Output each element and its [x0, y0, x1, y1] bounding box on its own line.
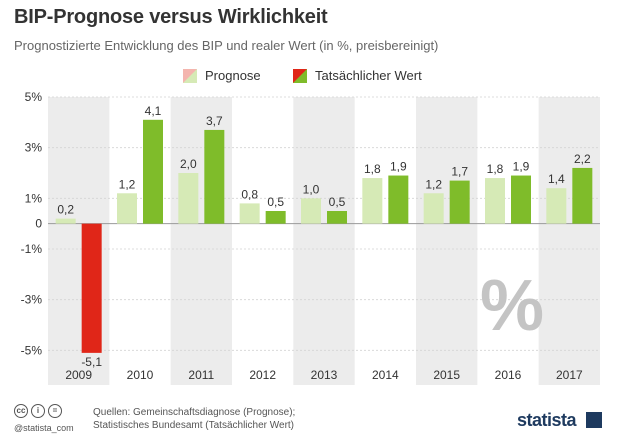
license-icons: cc i = — [14, 404, 62, 418]
footer: cc i = @statista_com Quellen: Gemeinscha… — [0, 398, 619, 441]
bar-actual — [204, 129, 225, 224]
brand-logo-icon — [586, 412, 602, 428]
legend-label-actual: Tatsächlicher Wert — [315, 68, 422, 83]
y-tick-label: 5% — [25, 90, 43, 104]
value-label-actual: 3,7 — [206, 114, 223, 128]
watermark-percent-icon: % — [480, 266, 544, 346]
legend-item-actual: Tatsächlicher Wert — [293, 68, 422, 83]
bar-actual — [572, 167, 593, 224]
bar-actual — [511, 175, 531, 224]
bar-forecast — [546, 188, 567, 224]
sources: Quellen: Gemeinschaftsdiagnose (Prognose… — [93, 406, 295, 432]
y-tick-label: 0 — [35, 217, 42, 231]
y-tick-label: 1% — [25, 191, 43, 205]
value-label-forecast: 0,2 — [57, 203, 74, 217]
legend-label-forecast: Prognose — [205, 68, 261, 83]
bar-forecast — [239, 203, 260, 224]
bar-forecast — [423, 193, 444, 224]
value-label-forecast: 1,4 — [548, 172, 565, 186]
bar-actual — [143, 119, 163, 224]
column-stripe — [538, 97, 600, 385]
value-label-forecast: 1,8 — [487, 162, 504, 176]
column-stripe — [293, 97, 355, 385]
bar-actual — [449, 180, 470, 224]
bar-forecast — [55, 218, 76, 224]
sources-line-1: Quellen: Gemeinschaftsdiagnose (Prognose… — [93, 407, 296, 418]
y-tick-label: -1% — [21, 242, 43, 256]
cc-icon: cc — [14, 404, 28, 418]
value-label-actual: 1,7 — [451, 165, 468, 179]
value-label-forecast: 1,2 — [119, 177, 136, 191]
x-tick-label: 2014 — [372, 368, 399, 382]
legend-swatch-forecast — [183, 68, 197, 83]
column-stripe — [416, 97, 478, 385]
chart-legend: Prognose Tatsächlicher Wert — [0, 68, 619, 88]
bar-actual — [327, 211, 347, 224]
bar-actual — [265, 211, 286, 224]
value-label-actual: -5,1 — [81, 355, 102, 369]
y-tick-label: 3% — [25, 141, 43, 155]
x-tick-label: 2017 — [556, 368, 583, 382]
bar-actual — [81, 223, 102, 353]
value-label-actual: 1,9 — [390, 160, 407, 174]
value-label-forecast: 0,8 — [241, 187, 258, 201]
value-label-actual: 4,1 — [145, 104, 162, 118]
credit-handle[interactable]: @statista_com — [14, 423, 74, 433]
bar-actual — [388, 175, 409, 224]
value-label-actual: 2,2 — [574, 152, 591, 166]
x-tick-label: 2013 — [311, 368, 338, 382]
bar-forecast — [362, 178, 383, 224]
chart-title: BIP-Prognose versus Wirklichkeit — [14, 6, 328, 28]
bar-forecast — [485, 178, 505, 224]
legend-swatch-actual — [293, 68, 307, 83]
chart-subtitle: Prognostizierte Entwicklung des BIP und … — [14, 38, 439, 53]
y-tick-label: -5% — [21, 343, 43, 357]
value-label-forecast: 1,8 — [364, 162, 381, 176]
attribution-icon: i — [31, 404, 45, 418]
no-derivatives-icon: = — [48, 404, 62, 418]
y-tick-label: -3% — [21, 293, 43, 307]
x-tick-label: 2016 — [495, 368, 522, 382]
bar-forecast — [178, 173, 199, 224]
legend-item-forecast: Prognose — [183, 68, 261, 83]
value-label-actual: 0,5 — [267, 195, 284, 209]
value-label-forecast: 1,0 — [303, 182, 320, 196]
x-tick-label: 2010 — [127, 368, 154, 382]
bar-forecast — [301, 198, 321, 224]
x-tick-label: 2012 — [249, 368, 276, 382]
bar-forecast — [117, 193, 137, 224]
x-tick-label: 2009 — [65, 368, 92, 382]
value-label-actual: 0,5 — [329, 195, 346, 209]
x-tick-label: 2011 — [188, 368, 214, 382]
sources-line-2: Statistisches Bundesamt (Tatsächlicher W… — [93, 420, 295, 431]
value-label-actual: 1,9 — [513, 160, 530, 174]
value-label-forecast: 1,2 — [425, 177, 442, 191]
value-label-forecast: 2,0 — [180, 157, 197, 171]
brand-logo[interactable]: statista — [517, 410, 577, 430]
x-tick-label: 2015 — [433, 368, 460, 382]
